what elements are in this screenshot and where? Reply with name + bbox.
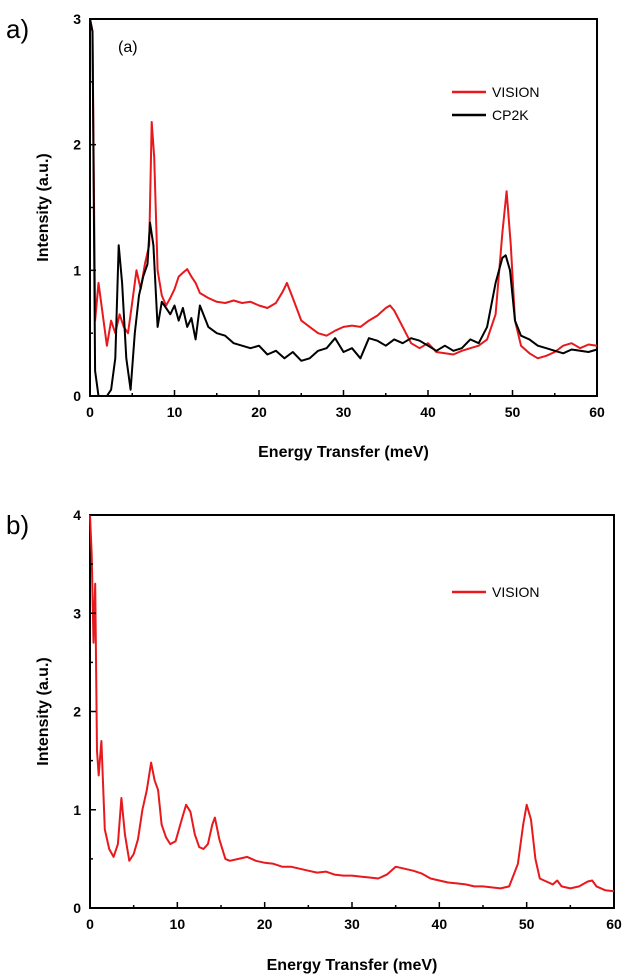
y-tick-label: 1: [73, 802, 81, 818]
plot-a-xlabel: Energy Transfer (meV): [258, 444, 429, 461]
plot-b-ylabel: Intensity (a.u.): [35, 657, 52, 765]
x-tick-label: 20: [257, 916, 273, 932]
y-tick-label: 3: [73, 605, 81, 621]
y-tick-label: 3: [73, 11, 81, 27]
plot-a-ylabel: Intensity (a.u.): [35, 153, 52, 261]
panel-b: b) 0 10 20 30 40 50 60 0 1 2 3 4 VISION Energy Tran…: [6, 507, 622, 974]
x-tick-label: 40: [420, 404, 436, 420]
plot-a-ticks: 0 10 20 30 40 50 60 0 1 2 3: [73, 11, 605, 420]
plot-a-frame: [89, 18, 598, 397]
y-tick-label: 2: [73, 137, 81, 153]
x-tick-label: 30: [344, 916, 360, 932]
legend-label-vision: VISION: [492, 584, 539, 600]
plot-b-series: [89, 514, 615, 893]
plot-b-frame: [89, 514, 615, 909]
legend-label-vision: VISION: [492, 84, 539, 100]
y-tick-label: 0: [73, 388, 81, 404]
y-tick-label: 1: [73, 262, 81, 278]
y-tick-label: 4: [73, 507, 81, 523]
panel-a: a) (a) 0 10 20 30 40 50 60 0 1 2 3 VISION CP2K Ener…: [6, 11, 605, 461]
x-tick-label: 10: [167, 404, 183, 420]
plot-b-ticks: 0 10 20 30 40 50 60 0 1 2 3 4: [73, 507, 622, 932]
x-tick-label: 50: [519, 916, 535, 932]
legend-label-cp2k: CP2K: [492, 107, 529, 123]
plot-a-legend: VISION CP2K: [452, 84, 539, 123]
panel-b-letter: b): [6, 510, 29, 540]
x-tick-label: 30: [336, 404, 352, 420]
x-tick-label: 10: [170, 916, 186, 932]
y-tick-label: 0: [73, 900, 81, 916]
x-tick-label: 50: [505, 404, 521, 420]
y-tick-label: 2: [73, 704, 81, 720]
x-tick-label: 60: [589, 404, 605, 420]
plot-b-xlabel: Energy Transfer (meV): [267, 957, 438, 974]
plot-a-series: [89, 18, 598, 397]
x-tick-label: 40: [432, 916, 448, 932]
x-tick-label: 0: [86, 916, 94, 932]
x-tick-label: 0: [86, 404, 94, 420]
panel-a-letter: a): [6, 14, 29, 44]
panel-a-annotation: (a): [118, 39, 138, 56]
series-vision-line: [89, 514, 615, 893]
plot-b-legend: VISION: [452, 584, 539, 600]
x-tick-label: 60: [606, 916, 622, 932]
x-tick-label: 20: [251, 404, 267, 420]
series-cp2k-line: [89, 18, 598, 397]
